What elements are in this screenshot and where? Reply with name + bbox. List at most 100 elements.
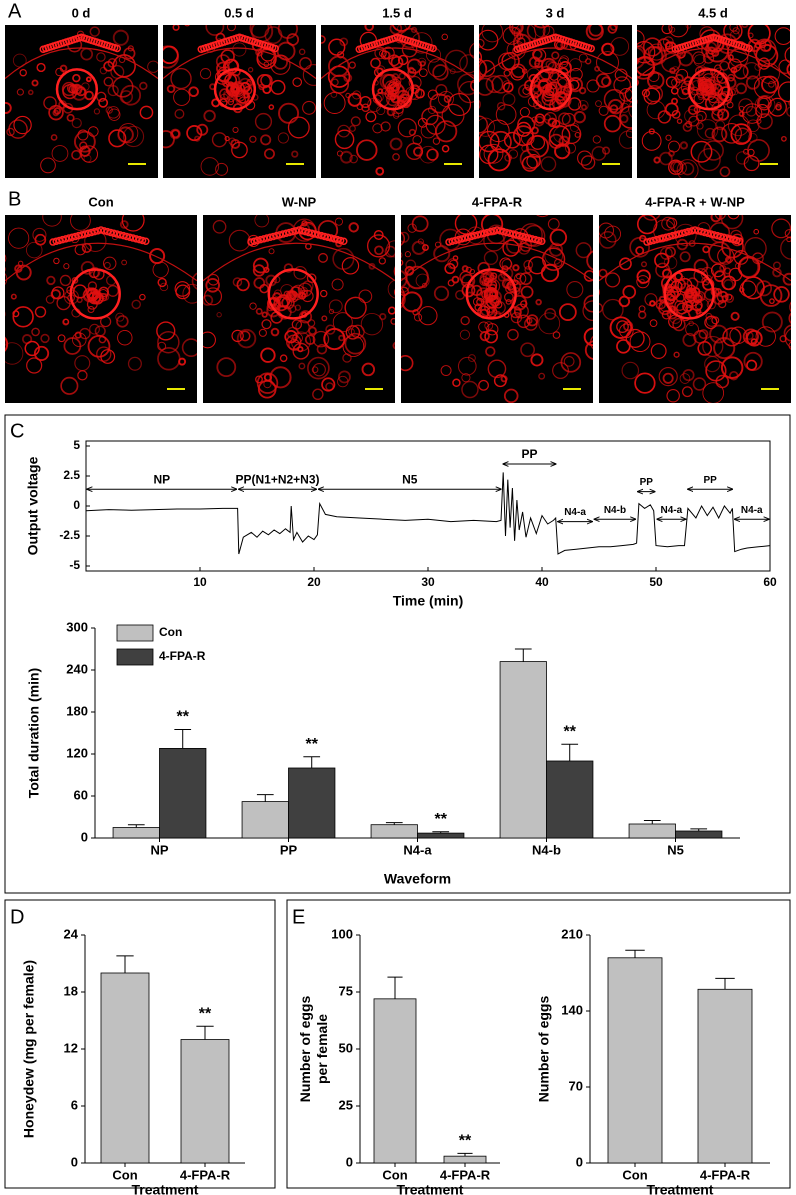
cell (710, 215, 722, 223)
cell (253, 208, 257, 212)
cell (56, 295, 71, 311)
epidermis-cell (81, 230, 89, 238)
cell (418, 306, 438, 326)
cell (432, 64, 449, 81)
cell (391, 73, 400, 81)
cell (329, 74, 350, 94)
cell (655, 299, 667, 310)
cell (15, 264, 32, 281)
cell (554, 143, 571, 160)
cell (382, 73, 398, 90)
epidermis-cell (499, 227, 508, 236)
epidermis-cell (643, 238, 651, 246)
cell (698, 329, 709, 340)
significance-label: ** (199, 1005, 212, 1022)
cell (583, 294, 593, 313)
cell (719, 264, 727, 272)
cell (761, 75, 780, 94)
cell (384, 80, 398, 93)
micrograph (203, 208, 395, 403)
cell (408, 76, 422, 90)
micrograph (599, 215, 791, 403)
panel-label: A (8, 0, 22, 22)
x-tick-label: 50 (649, 575, 663, 589)
vessel (267, 268, 319, 320)
cell (311, 366, 319, 374)
annotation-label: PP(N1+N2+N3) (235, 472, 319, 486)
cell (295, 319, 310, 335)
cell (86, 298, 98, 310)
y-tick-label: 300 (66, 619, 88, 634)
cell (121, 215, 145, 232)
cell (336, 51, 345, 59)
cell (520, 285, 534, 299)
cell (401, 289, 406, 309)
cell (580, 104, 588, 111)
cell (365, 111, 377, 123)
cell (405, 265, 429, 290)
cell (501, 265, 509, 273)
cell (619, 88, 632, 102)
epidermis-cell (279, 230, 287, 238)
x-axis-label: Treatment (132, 1182, 199, 1195)
cell (396, 95, 406, 105)
cell (443, 95, 452, 103)
x-tick-label: Con (382, 1167, 407, 1182)
cell (722, 327, 742, 347)
legend-label: 4-FPA-R (159, 649, 206, 663)
cell (676, 51, 684, 60)
error-bar (196, 1025, 214, 1040)
cell (302, 100, 316, 115)
cell (79, 327, 91, 340)
cell (695, 292, 704, 301)
cell (755, 44, 779, 68)
cell (321, 377, 336, 392)
x-tick-label: Con (622, 1167, 647, 1182)
bar (370, 824, 418, 839)
cell (345, 325, 361, 340)
annotation-label: NP (153, 472, 170, 486)
cell (705, 315, 718, 327)
cell (479, 59, 496, 77)
x-tick-label: 4-FPA-R (180, 1167, 231, 1182)
cell (236, 328, 257, 349)
cell (307, 356, 330, 380)
epidermis-cell (506, 229, 514, 237)
cell (674, 300, 686, 311)
cell (704, 127, 716, 139)
cell (159, 282, 169, 292)
vessel (687, 68, 731, 111)
epidermis-cell (276, 231, 284, 239)
cell (53, 257, 60, 265)
cell (203, 331, 216, 349)
epidermis-cell (668, 231, 677, 240)
cell (578, 53, 588, 63)
cell (670, 160, 682, 173)
cell (182, 283, 197, 304)
cell (777, 81, 790, 103)
cell (121, 259, 127, 266)
cell (511, 25, 523, 34)
cell (139, 215, 141, 216)
cell (349, 154, 358, 164)
cell (668, 25, 689, 38)
cell (323, 92, 346, 114)
epidermis-cell (52, 237, 60, 245)
cell (684, 291, 700, 307)
cell (123, 47, 136, 60)
epidermis-cell (587, 44, 595, 53)
epidermis-cell (454, 235, 463, 244)
epidermis-cell (84, 229, 92, 237)
cell (599, 288, 600, 296)
cell (323, 327, 346, 351)
cell (622, 285, 637, 299)
cell (50, 134, 58, 141)
epidermis-cell (97, 226, 105, 234)
cell (249, 302, 257, 310)
cell (755, 280, 773, 297)
cell (757, 57, 771, 70)
epidermis-cell (74, 231, 83, 240)
cell (720, 215, 744, 230)
bar (546, 760, 594, 839)
cell (567, 76, 584, 93)
